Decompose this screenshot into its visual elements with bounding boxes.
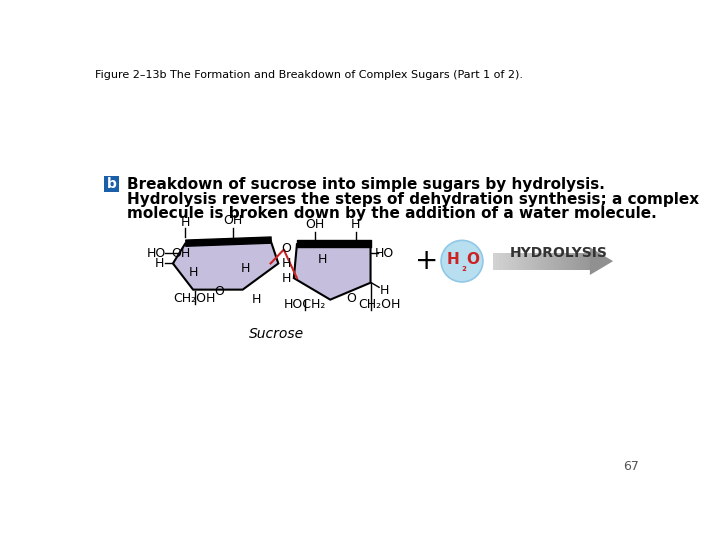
Bar bbox=[532, 253, 536, 269]
Bar bbox=[503, 253, 507, 269]
Circle shape bbox=[441, 240, 483, 282]
Text: HYDROLYSIS: HYDROLYSIS bbox=[510, 246, 608, 260]
Bar bbox=[554, 253, 558, 269]
Polygon shape bbox=[590, 247, 613, 275]
Text: H: H bbox=[282, 272, 291, 285]
Text: b: b bbox=[107, 177, 117, 191]
Text: OH: OH bbox=[305, 219, 325, 232]
Bar bbox=[519, 253, 523, 269]
Bar bbox=[564, 253, 568, 269]
Text: H: H bbox=[189, 266, 198, 279]
Bar bbox=[513, 253, 516, 269]
Text: O: O bbox=[281, 241, 291, 254]
Bar bbox=[574, 253, 577, 269]
Text: HOCH₂: HOCH₂ bbox=[284, 298, 326, 311]
Bar bbox=[541, 253, 546, 269]
Bar bbox=[580, 253, 584, 269]
Bar bbox=[548, 253, 552, 269]
Bar bbox=[526, 253, 529, 269]
Text: H: H bbox=[318, 253, 327, 266]
Text: Figure 2–13b The Formation and Breakdown of Complex Sugars (Part 1 of 2).: Figure 2–13b The Formation and Breakdown… bbox=[94, 70, 523, 80]
Text: H: H bbox=[252, 293, 261, 306]
Bar bbox=[567, 253, 571, 269]
Text: H: H bbox=[240, 262, 250, 275]
Text: H: H bbox=[447, 252, 459, 267]
Bar bbox=[506, 253, 510, 269]
Text: H: H bbox=[155, 257, 164, 270]
Text: 67: 67 bbox=[623, 460, 639, 473]
Polygon shape bbox=[294, 244, 371, 300]
Text: Breakdown of sucrose into simple sugars by hydrolysis.: Breakdown of sucrose into simple sugars … bbox=[127, 177, 605, 192]
Bar bbox=[583, 253, 588, 269]
Bar bbox=[577, 253, 581, 269]
Bar bbox=[539, 253, 542, 269]
Text: HO: HO bbox=[146, 247, 166, 260]
Text: HO: HO bbox=[375, 247, 394, 260]
Text: Sucrose: Sucrose bbox=[248, 327, 304, 341]
Text: H: H bbox=[351, 219, 361, 232]
Bar bbox=[522, 253, 526, 269]
Bar bbox=[544, 253, 549, 269]
Bar bbox=[570, 253, 575, 269]
Text: OH: OH bbox=[224, 214, 243, 227]
Bar bbox=[516, 253, 520, 269]
Bar bbox=[535, 253, 539, 269]
Text: O: O bbox=[466, 252, 479, 267]
Bar bbox=[528, 253, 533, 269]
Text: H: H bbox=[380, 284, 390, 297]
Bar bbox=[587, 253, 590, 269]
Text: CH₂OH: CH₂OH bbox=[358, 298, 400, 311]
Text: molecule is broken down by the addition of a water molecule.: molecule is broken down by the addition … bbox=[127, 206, 657, 221]
Polygon shape bbox=[173, 240, 279, 289]
Bar bbox=[493, 253, 497, 269]
Text: O: O bbox=[215, 286, 225, 299]
Text: ₂: ₂ bbox=[462, 262, 466, 273]
Bar bbox=[557, 253, 562, 269]
Text: H: H bbox=[181, 216, 190, 229]
Bar bbox=[561, 253, 564, 269]
Text: Hydrolysis reverses the steps of dehydration synthesis; a complex: Hydrolysis reverses the steps of dehydra… bbox=[127, 192, 699, 207]
Bar bbox=[496, 253, 500, 269]
Text: H: H bbox=[282, 257, 291, 270]
Bar bbox=[551, 253, 555, 269]
Bar bbox=[500, 253, 503, 269]
Text: +: + bbox=[415, 247, 438, 275]
Bar bbox=[509, 253, 513, 269]
Text: OH: OH bbox=[171, 247, 191, 260]
Text: O: O bbox=[346, 292, 356, 305]
FancyBboxPatch shape bbox=[104, 177, 120, 192]
Text: CH₂OH: CH₂OH bbox=[174, 292, 216, 305]
